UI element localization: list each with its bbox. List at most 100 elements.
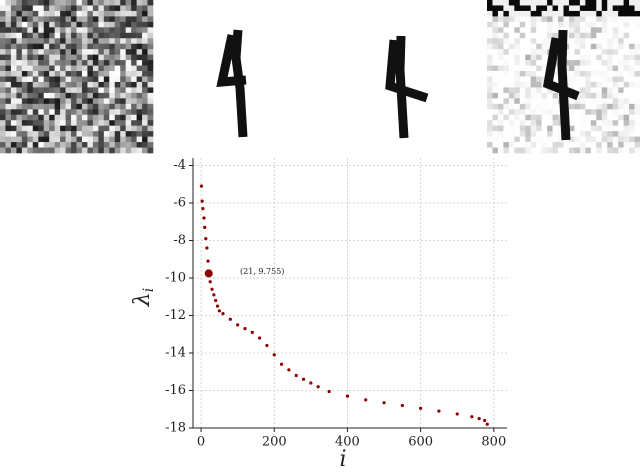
noise-pixel	[65, 16, 72, 23]
noise-pixel	[10, 125, 17, 132]
point	[485, 422, 489, 426]
point	[258, 336, 262, 340]
noise-pixel	[612, 136, 619, 143]
noise-pixel	[629, 125, 635, 132]
noise-pixel	[103, 27, 110, 34]
noise-pixel	[5, 120, 12, 126]
y-tick-label: -6	[173, 196, 186, 211]
noise-pixel	[43, 0, 50, 6]
noise-pixel	[16, 131, 23, 137]
noise-pixel	[98, 38, 105, 45]
noise-pixel	[65, 125, 72, 132]
noise-pixel	[563, 147, 570, 154]
noise-pixel	[76, 136, 83, 143]
noise-pixel	[618, 43, 624, 50]
noise-pixel	[114, 136, 121, 143]
noise-pixel	[10, 49, 17, 55]
noise-pixel	[596, 32, 603, 39]
noise-pixel	[585, 131, 592, 137]
noise-pixel	[109, 43, 116, 50]
noise-pixel	[536, 0, 542, 6]
noise-pixel	[142, 142, 148, 148]
noise-pixel	[563, 5, 570, 12]
noise-pixel	[21, 71, 28, 77]
noise-pixel	[541, 103, 548, 110]
noise-pixel	[487, 32, 493, 39]
noise-pixel	[519, 92, 526, 99]
noise-pixel	[536, 125, 542, 132]
noise-pixel	[38, 147, 45, 154]
noise-pixel	[98, 32, 105, 39]
noise-pixel	[547, 142, 553, 148]
noise-pixel	[579, 109, 586, 116]
noise-pixel	[514, 109, 521, 116]
noise-pixel	[607, 114, 613, 121]
noise-pixel	[16, 54, 23, 61]
noise-pixel	[87, 49, 94, 55]
noise-pixel	[503, 21, 510, 28]
y-tick-label: -10	[165, 271, 186, 286]
noise-pixel	[519, 65, 526, 72]
noise-pixel	[103, 114, 110, 121]
noise-pixel	[492, 92, 499, 99]
noise-pixel	[142, 147, 148, 154]
noise-pixel	[508, 120, 515, 126]
noise-pixel	[142, 103, 148, 110]
noise-pixel	[514, 21, 521, 28]
noise-pixel	[0, 71, 6, 77]
noise-pixel	[612, 87, 619, 94]
noise-pixel	[514, 131, 521, 137]
noise-pixel	[596, 125, 603, 132]
noise-pixel	[547, 10, 553, 17]
noise-pixel	[552, 65, 559, 72]
noise-pixel	[131, 43, 137, 50]
noise-pixel	[623, 142, 630, 148]
noise-pixel	[536, 27, 542, 34]
noise-pixel	[98, 16, 105, 23]
noise-pixel	[43, 103, 50, 110]
noise-pixel	[27, 114, 34, 121]
noise-pixel	[142, 21, 148, 28]
noise-pixel	[541, 65, 548, 72]
noise-pixel	[114, 38, 121, 45]
noise-pixel	[76, 65, 83, 72]
noise-pixel	[60, 21, 66, 28]
noise-pixel	[607, 109, 613, 116]
noise-pixel	[601, 38, 608, 45]
noise-pixel	[98, 142, 105, 148]
noise-pixel	[136, 49, 143, 55]
noise-pixel	[114, 10, 121, 17]
noise-pixel	[514, 136, 521, 143]
noise-pixel	[81, 125, 88, 132]
noise-pixel	[16, 49, 23, 55]
noise-pixel	[503, 125, 510, 132]
noise-pixel	[634, 27, 640, 34]
noise-pixel	[590, 60, 597, 66]
noise-pixel	[541, 71, 548, 77]
noise-pixel	[38, 103, 45, 110]
noise-pixel	[27, 81, 34, 88]
noise-pixel	[10, 32, 17, 39]
noise-pixel	[601, 98, 608, 105]
noise-pixel	[147, 136, 154, 143]
noise-pixel	[65, 131, 72, 137]
noise-pixel	[618, 38, 624, 45]
noise-pixel	[92, 147, 99, 154]
noise-pixel	[71, 32, 77, 39]
noise-pixel	[623, 10, 630, 17]
noise-pixel	[103, 125, 110, 132]
noise-pixel	[623, 98, 630, 105]
noise-pixel	[49, 125, 55, 132]
noise-pixel	[629, 109, 635, 116]
noise-pixel	[530, 81, 537, 88]
noise-pixel	[525, 71, 532, 77]
noise-pixel	[43, 142, 50, 148]
noise-pixel	[142, 131, 148, 137]
noise-pixel	[71, 27, 77, 34]
noise-pixel	[530, 5, 537, 12]
noise-pixel	[514, 54, 521, 61]
noise-pixel	[54, 92, 61, 99]
noise-pixel	[32, 38, 39, 45]
noise-pixel	[487, 125, 493, 132]
noise-pixel	[136, 76, 143, 83]
